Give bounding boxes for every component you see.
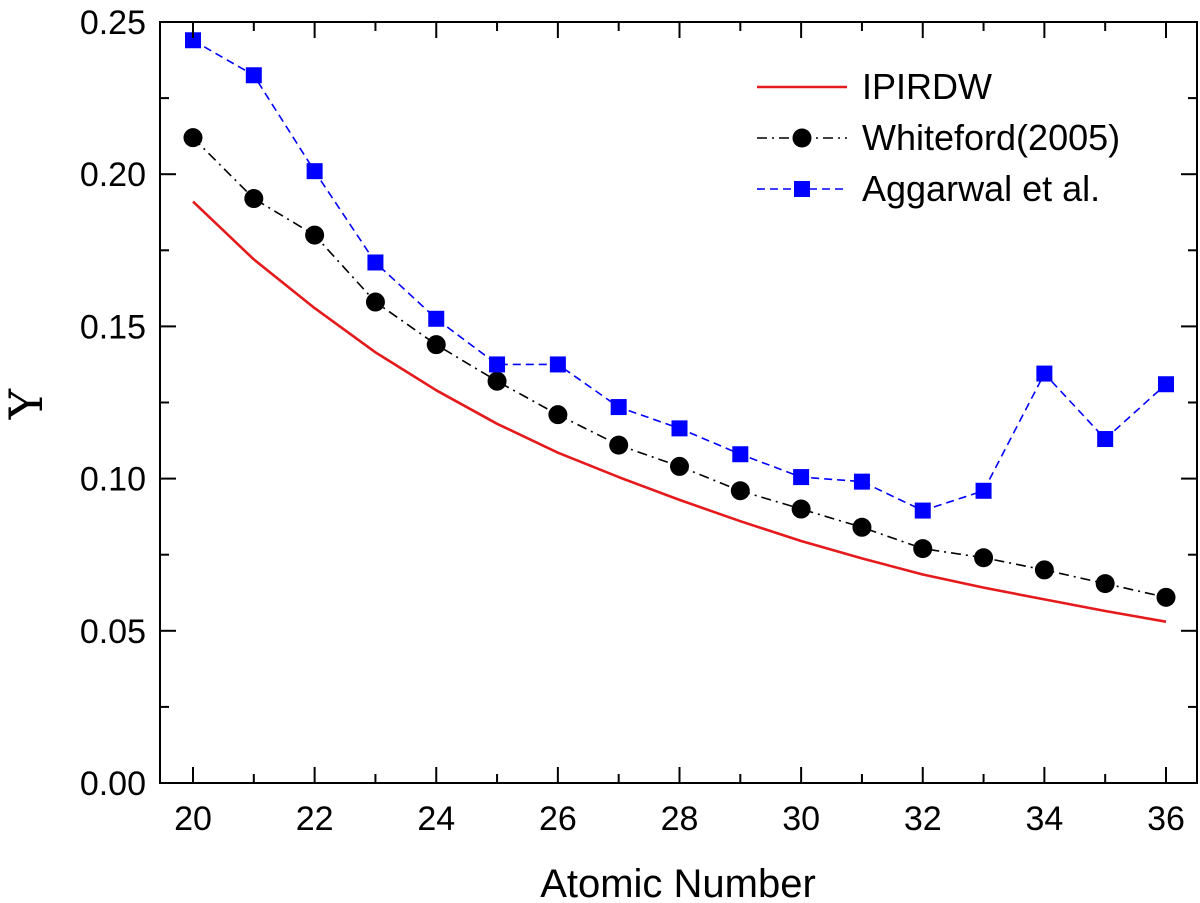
y-tick-label: 0.25 <box>80 4 146 42</box>
legend-label: IPIRDW <box>862 66 992 107</box>
data-point-whiteford-2005 <box>548 405 568 425</box>
series-aggarwal-et-al <box>185 32 1174 519</box>
data-point-aggarwal-et-al <box>1158 376 1174 393</box>
data-point-whiteford-2005 <box>791 499 811 519</box>
legend-item-aggarwal-et-al: Aggarwal et al. <box>757 168 1100 209</box>
y-tick-label: 0.15 <box>80 308 146 346</box>
x-tick-label: 26 <box>539 800 577 838</box>
series-layer <box>183 32 1176 623</box>
x-tick-label: 34 <box>1025 800 1063 838</box>
data-point-whiteford-2005 <box>1156 587 1176 607</box>
data-point-whiteford-2005 <box>244 189 264 209</box>
y-tick-label: 0.20 <box>80 156 146 194</box>
series-ipirdw <box>192 200 1167 623</box>
data-point-whiteford-2005 <box>852 517 872 537</box>
data-point-whiteford-2005 <box>305 225 325 245</box>
legend-label: Aggarwal et al. <box>862 168 1100 209</box>
series-whiteford-2005 <box>183 128 1176 607</box>
data-point-aggarwal-et-al <box>306 163 323 180</box>
legend-item-ipirdw: IPIRDW <box>757 66 992 107</box>
data-point-whiteford-2005 <box>974 548 994 568</box>
ticks-layer <box>160 21 1197 784</box>
data-point-aggarwal-et-al <box>1036 365 1053 382</box>
data-point-aggarwal-et-al <box>367 254 384 271</box>
series-line-ipirdw <box>192 200 1167 623</box>
legend-swatch-marker <box>794 181 810 197</box>
data-point-whiteford-2005 <box>487 371 507 391</box>
x-tick-label: 32 <box>904 800 942 838</box>
data-point-aggarwal-et-al <box>853 473 870 490</box>
tick-labels-layer: 20 22 24 26 28 30 32 34 36 0.00 0.05 0.10 0.15 0.20 0.… <box>80 4 1185 838</box>
y-tick-label: 0.10 <box>80 461 146 499</box>
legend-swatch-marker <box>792 128 812 148</box>
data-point-whiteford-2005 <box>426 335 446 355</box>
data-point-whiteford-2005 <box>1034 560 1054 580</box>
x-tick-label: 30 <box>782 800 820 838</box>
legend: IPIRDW Whiteford(2005) Aggarwal et al. <box>757 66 1120 209</box>
data-point-whiteford-2005 <box>913 539 933 559</box>
data-point-aggarwal-et-al <box>671 420 688 437</box>
data-point-whiteford-2005 <box>609 435 629 455</box>
x-tick-label: 22 <box>296 800 334 838</box>
legend-item-whiteford-2005: Whiteford(2005) <box>757 117 1120 158</box>
data-point-aggarwal-et-al <box>549 356 566 373</box>
data-point-whiteford-2005 <box>365 292 385 312</box>
x-tick-label: 28 <box>661 800 699 838</box>
legend-label: Whiteford(2005) <box>862 117 1120 158</box>
x-tick-label: 20 <box>174 800 212 838</box>
x-tick-label: 36 <box>1147 800 1185 838</box>
data-point-whiteford-2005 <box>183 128 203 148</box>
data-point-aggarwal-et-al <box>975 482 992 499</box>
x-tick-label: 24 <box>417 800 455 838</box>
x-axis-title: Atomic Number <box>540 862 816 903</box>
data-point-aggarwal-et-al <box>610 399 627 416</box>
data-point-aggarwal-et-al <box>732 446 749 463</box>
data-point-aggarwal-et-al <box>1097 431 1114 448</box>
data-point-aggarwal-et-al <box>185 32 201 49</box>
data-point-whiteford-2005 <box>670 456 689 476</box>
data-point-aggarwal-et-al <box>489 356 506 373</box>
data-point-aggarwal-et-al <box>428 310 445 327</box>
data-point-whiteford-2005 <box>730 481 750 501</box>
data-point-aggarwal-et-al <box>793 469 810 486</box>
data-point-aggarwal-et-al <box>245 67 262 84</box>
y-tick-label: 0.05 <box>80 613 146 651</box>
data-point-aggarwal-et-al <box>914 502 931 519</box>
y-tick-label: 0.00 <box>80 765 146 803</box>
y-axis-title: Υ <box>0 388 53 420</box>
data-point-whiteford-2005 <box>1095 574 1115 594</box>
